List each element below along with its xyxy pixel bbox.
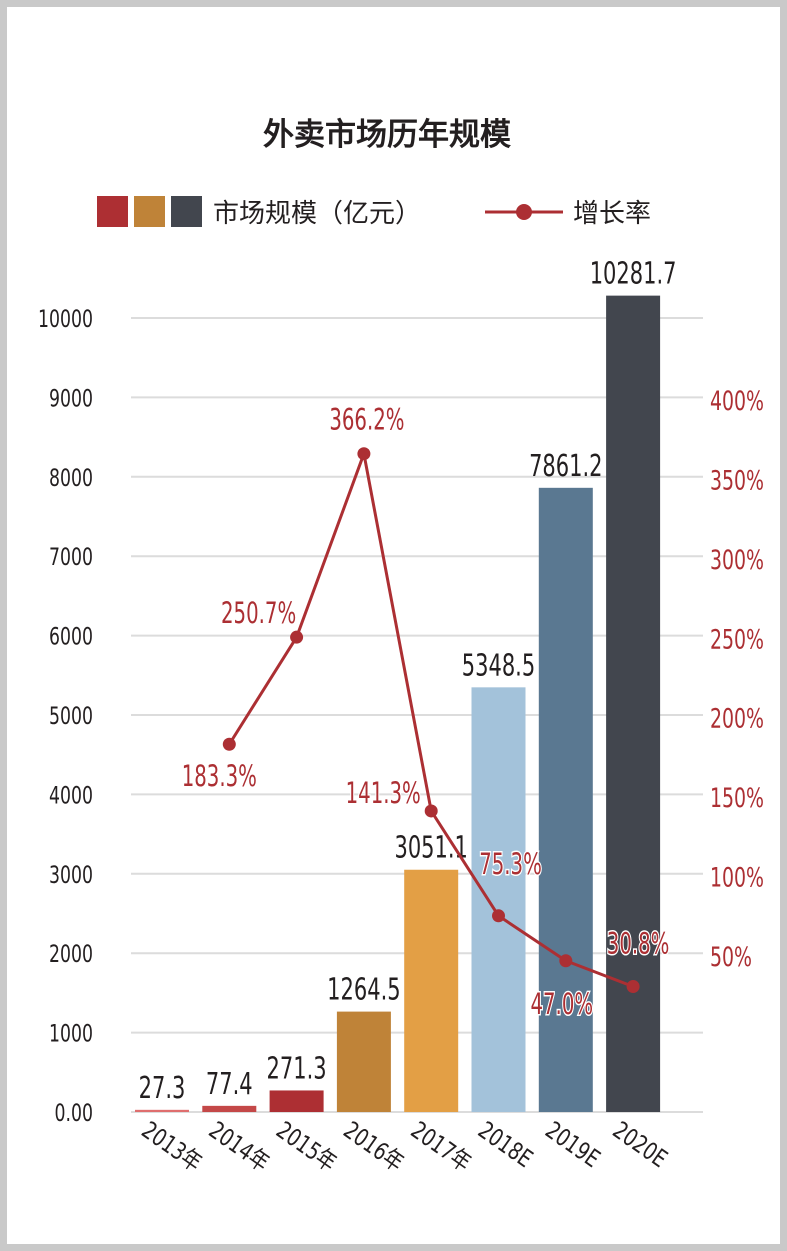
bar-2019E <box>538 487 593 1113</box>
left-axis-tick-label: 5000 <box>49 702 93 730</box>
bar-value-label: 10281.7 <box>590 257 677 292</box>
chart-card: 外卖市场历年规模 市场规模（亿元） 增长率 0.00 1000 2000 3000 40… <box>7 7 780 1244</box>
chart: 外卖市场历年规模 市场规模（亿元） 增长率 0.00 1000 2000 3000 40… <box>38 117 764 1178</box>
legend: 市场规模（亿元） 增长率 <box>97 196 651 229</box>
left-axis-tick-label: 6000 <box>49 623 93 651</box>
right-axis-tick-label: 100% <box>710 862 764 893</box>
growth-value-label: 30.8% <box>607 927 670 961</box>
bar-series: 27.3 77.4 271.31264.53051.15348.57861.2102… <box>135 257 677 1113</box>
legend-line-label: 增长率 <box>573 199 651 229</box>
growth-value-label: 75.3% <box>479 847 542 881</box>
right-axis-tick-label: 150% <box>710 783 764 814</box>
growth-point <box>290 630 304 644</box>
legend-swatch-orange <box>134 196 165 227</box>
growth-point <box>559 954 573 968</box>
left-axis-tick-label: 7000 <box>49 543 93 571</box>
right-axis: 50% 100% 150% 200% 250% 300% 350% 400% <box>710 386 764 973</box>
growth-value-label: 366.2% <box>329 403 404 437</box>
legend-swatch-dark <box>171 196 202 227</box>
bar-value-label: 7861.2 <box>529 449 602 484</box>
left-axis-tick-label: 1000 <box>49 1020 93 1048</box>
growth-point <box>492 909 505 923</box>
growth-point <box>424 804 438 818</box>
bar-value-label: 271.3 <box>267 1052 327 1087</box>
growth-value-label: 250.7% <box>221 596 296 630</box>
left-axis-tick-label: 0.00 <box>55 1099 93 1127</box>
bar-value-label: 5348.5 <box>462 649 535 684</box>
bar-value-label: 27.3 <box>139 1071 186 1106</box>
bar-2020E <box>606 295 661 1112</box>
left-axis-tick-label: 8000 <box>49 464 93 492</box>
bar-value-label: 77.4 <box>206 1067 253 1102</box>
right-axis-tick-label: 200% <box>710 703 764 734</box>
bar-2018E <box>471 687 526 1112</box>
growth-point <box>357 447 371 461</box>
x-axis-tick-label: 2016年 <box>338 1117 408 1178</box>
right-axis-tick-label: 50% <box>710 942 752 973</box>
x-axis-tick-label: 2020E <box>607 1117 672 1174</box>
legend-swatch-red <box>97 196 128 227</box>
left-axis-tick-label: 4000 <box>49 782 93 810</box>
growth-value-label: 141.3% <box>346 776 421 810</box>
chart-title: 外卖市场历年规模 <box>263 117 511 153</box>
left-axis: 0.00 1000 2000 3000 4000 5000 6000 7000 8000 9000… <box>38 305 93 1127</box>
growth-point <box>222 737 236 751</box>
left-axis-tick-label: 10000 <box>38 305 93 333</box>
growth-point <box>626 980 640 994</box>
x-axis-tick-label: 2018E <box>473 1117 538 1174</box>
left-axis-tick-label: 2000 <box>49 940 93 968</box>
left-axis-tick-label: 9000 <box>49 385 93 413</box>
bar-2013年 <box>135 1109 189 1112</box>
left-axis-tick-label: 3000 <box>49 861 93 889</box>
bar-value-label: 1264.5 <box>327 973 400 1008</box>
x-axis-tick-label: 2017年 <box>405 1117 475 1178</box>
legend-bar-label: 市场规模（亿元） <box>213 199 421 229</box>
right-axis-tick-label: 400% <box>710 386 764 417</box>
legend-line-marker <box>516 204 532 220</box>
right-axis-tick-label: 300% <box>710 545 764 576</box>
growth-value-label: 183.3% <box>182 759 257 793</box>
bar-2017年 <box>404 869 459 1112</box>
x-axis-tick-label: 2015年 <box>271 1117 341 1178</box>
right-axis-tick-label: 250% <box>710 624 764 655</box>
x-axis-tick-label: 2013年 <box>136 1117 206 1178</box>
right-axis-tick-label: 350% <box>710 465 764 496</box>
bar-2016年 <box>336 1011 391 1112</box>
x-axis-tick-label: 2019E <box>540 1117 605 1174</box>
growth-value-label: 47.0% <box>530 987 593 1021</box>
growth-line-series: 183.3% 250.7% 366.2% 141.3% 75.3% 47.0% 30.8% <box>180 402 670 1022</box>
x-axis-tick-label: 2014年 <box>203 1117 273 1178</box>
bar-2014年 <box>202 1105 257 1112</box>
bar-2015年 <box>269 1090 324 1112</box>
